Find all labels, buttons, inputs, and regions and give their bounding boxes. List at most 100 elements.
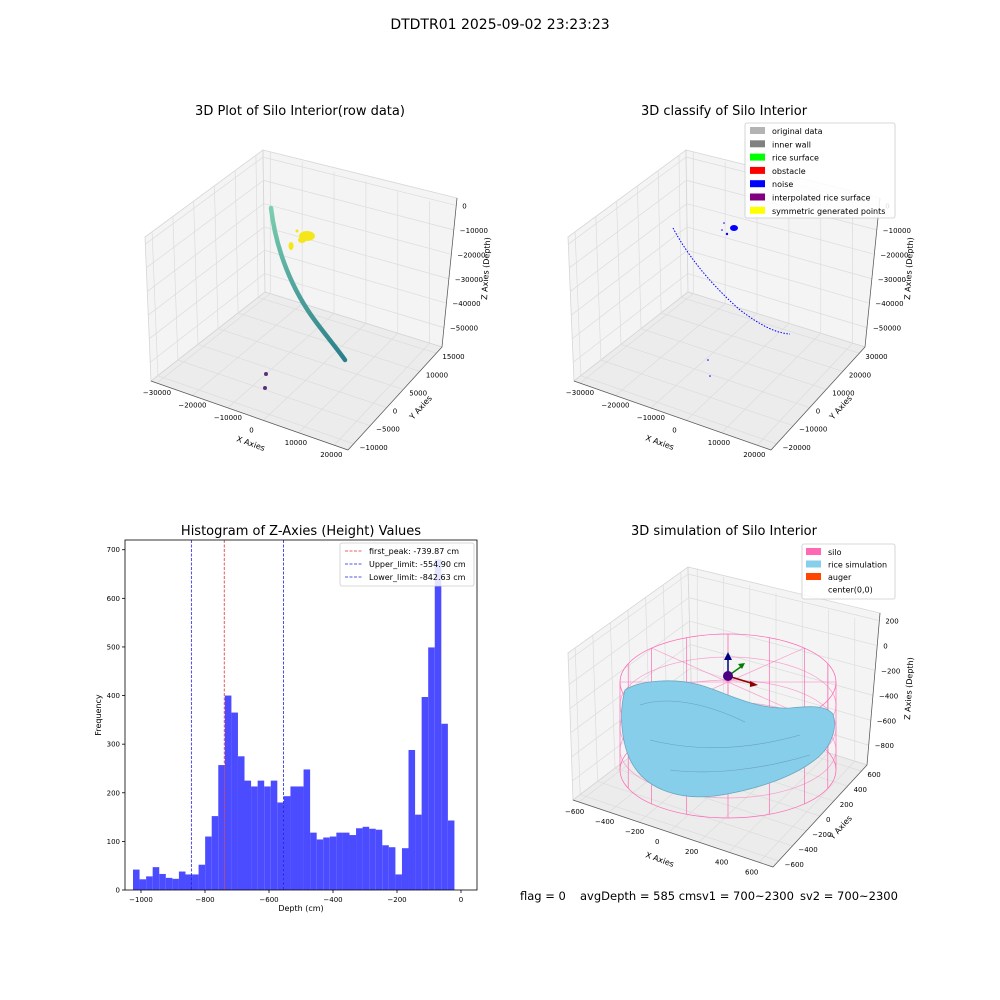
panel1-ytick: −10000 xyxy=(360,444,388,452)
histogram-ytick: 300 xyxy=(107,741,120,749)
legend-label: auger xyxy=(828,573,852,582)
panel4-ytick: −600 xyxy=(785,861,804,869)
histogram-bar xyxy=(237,756,245,890)
histogram-bar xyxy=(244,780,252,890)
panel4-xtick: 400 xyxy=(715,858,728,866)
panel4-xtick: 0 xyxy=(655,838,659,846)
histogram-xlabel: Depth (cm) xyxy=(278,904,323,913)
histogram-bar xyxy=(388,847,396,890)
histogram-bar xyxy=(408,750,416,890)
legend-swatch xyxy=(750,153,765,161)
histogram-bar xyxy=(349,835,357,890)
panel2-ztick: −40000 xyxy=(875,300,903,308)
histogram-bar xyxy=(211,816,219,890)
panel4-ztick: 0 xyxy=(883,643,887,651)
histogram-bar xyxy=(401,848,409,890)
panel1-xtick: −20000 xyxy=(178,401,206,409)
panel2-legend xyxy=(744,122,896,219)
panel4-xtick: −200 xyxy=(625,828,644,836)
legend-label: inner wall xyxy=(772,140,811,149)
panel2-zlabel: Z Axies (Depth) xyxy=(903,237,915,300)
histogram-ytick: 200 xyxy=(107,789,120,797)
panel2-ytick: 10000 xyxy=(832,389,854,397)
histogram-bar xyxy=(336,832,343,890)
histogram-bar xyxy=(165,877,173,890)
histogram-bar xyxy=(205,836,212,890)
histogram-xtick: −1000 xyxy=(129,896,153,904)
panel2-3d-plot: −30000 −20000 −10000 0 10000 20000 −20000 −1000… xyxy=(566,122,915,459)
histogram-bar xyxy=(447,820,455,890)
panel1-ytick: −5000 xyxy=(376,426,400,434)
legend-swatch xyxy=(750,140,765,148)
panel1-ztick: −50000 xyxy=(450,325,478,333)
histogram-bar xyxy=(375,829,383,890)
panel2-ztick: −30000 xyxy=(878,276,906,284)
panel4-xtick: 600 xyxy=(745,868,758,876)
panel1-ytick: 5000 xyxy=(409,389,427,397)
legend-label: original data xyxy=(772,127,823,136)
panel2-xlabel: X Axies xyxy=(644,433,675,452)
panel1-xtick: −10000 xyxy=(214,414,242,422)
panel4-ytick: 0 xyxy=(826,816,830,824)
panel1-ytick: 10000 xyxy=(426,371,448,379)
panel1-ztick: 0 xyxy=(462,202,466,210)
legend-label: rice simulation xyxy=(828,561,887,570)
histogram-xtick: −600 xyxy=(259,896,278,904)
histogram-bar xyxy=(192,874,199,890)
panel2-xtick: −30000 xyxy=(566,389,594,397)
histogram-bar xyxy=(310,832,317,890)
legend-swatch xyxy=(750,206,765,214)
panel2-ytick: 20000 xyxy=(849,371,871,379)
panel4-ytick: −200 xyxy=(812,831,831,839)
histogram-bar xyxy=(441,723,448,890)
panel4-ytick: 200 xyxy=(840,801,853,809)
histogram-bar xyxy=(369,828,376,890)
legend-swatch xyxy=(750,193,765,201)
panel4-ytick: 400 xyxy=(854,786,867,794)
panel2-ytick: −20000 xyxy=(783,444,811,452)
histogram-bar xyxy=(251,786,258,890)
panel2-ytick: 30000 xyxy=(865,353,887,361)
panel2-xtick: 20000 xyxy=(743,451,765,459)
histogram-ytick: 600 xyxy=(107,595,120,603)
panel1-ztick: −30000 xyxy=(455,276,483,284)
histogram-ylabel: Frequency xyxy=(94,694,103,736)
panel1-cluster xyxy=(288,229,315,250)
panel1-xtick: 10000 xyxy=(285,439,307,447)
sv2-text: sv2 = 700~2300 xyxy=(800,889,898,903)
panel2-xtick: −20000 xyxy=(601,401,629,409)
histogram-ytick: 500 xyxy=(107,643,120,651)
avg-depth-text: avgDepth = 585 cm xyxy=(580,889,697,903)
histogram-bar xyxy=(264,786,271,890)
histogram-bar xyxy=(218,765,225,890)
panel3-histogram: −1000 −800 −600 −400 −200 0 0 100 200 300 400 500 60… xyxy=(94,539,478,913)
panel4-3d-plot: −600−400−2000200400600−600−400−200020040… xyxy=(565,543,915,876)
histogram-frame xyxy=(124,539,478,891)
histogram-bar xyxy=(270,780,278,890)
legend-label: Upper_limit: -554.90 cm xyxy=(369,560,466,569)
panel1-ylabel: Y Axies xyxy=(407,394,434,422)
panel2-xtick: −10000 xyxy=(637,414,665,422)
histogram-xtick: −400 xyxy=(323,896,342,904)
histogram-ytick: 400 xyxy=(107,692,120,700)
sv1-text: sv1 = 700~2300 xyxy=(696,889,794,903)
panel1-point xyxy=(264,372,268,376)
legend-swatch xyxy=(750,127,765,134)
panel4-ztick: −600 xyxy=(877,717,896,725)
legend-swatch xyxy=(750,180,765,188)
panel4-legend xyxy=(801,543,896,600)
histogram-bar xyxy=(356,828,363,890)
histogram-bar xyxy=(421,697,429,890)
panel2-ytick: −10000 xyxy=(799,426,827,434)
auger-axes-glyph xyxy=(723,652,758,687)
histogram-bar xyxy=(382,845,389,890)
histogram-bar xyxy=(139,879,147,890)
legend-label: silo xyxy=(828,548,842,557)
legend-label: noise xyxy=(772,180,793,189)
panel1-xtick: 20000 xyxy=(320,451,342,459)
panel4-xtick: −600 xyxy=(565,808,584,816)
histogram-bar xyxy=(342,832,350,890)
panel2-noise-cluster xyxy=(707,222,738,377)
panel4-ztick: −200 xyxy=(881,667,900,675)
rice-simulation-surface xyxy=(621,680,835,798)
